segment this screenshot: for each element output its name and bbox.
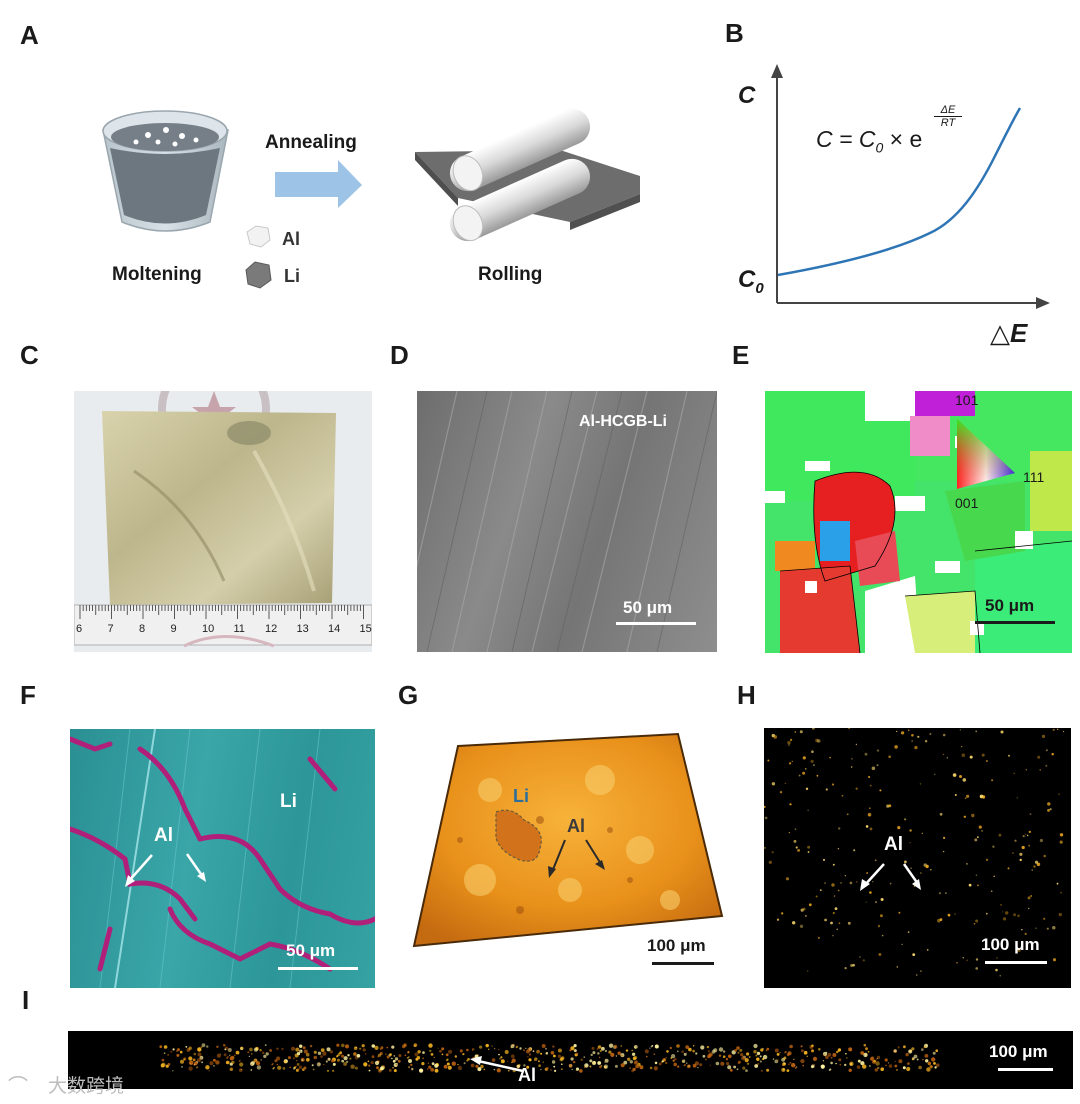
li-cube-icon <box>245 261 272 289</box>
watermark-text: 大数跨境 <box>48 1075 125 1097</box>
panel-label-g: G <box>398 680 419 710</box>
panel-label-b: B <box>725 18 744 48</box>
arrows <box>125 853 206 887</box>
al-cube-icon <box>246 225 271 248</box>
ruler-tick-label: 14 <box>328 623 341 635</box>
al-label: Al <box>154 825 173 846</box>
exponential-curve <box>777 107 1022 277</box>
scale-bar <box>975 621 1055 624</box>
ruler-labels: 6 7 8 9 10 11 12 13 14 15 <box>74 623 372 643</box>
panel-label-a: A <box>20 20 39 50</box>
ruler-tick-label: 12 <box>265 623 278 635</box>
ipf-001: 001 <box>955 495 979 511</box>
scale-bar <box>652 962 714 965</box>
panel-a: Annealing Moltening Rolling Al Li <box>0 0 720 330</box>
li-label: Li <box>513 786 529 806</box>
sem-texture <box>417 391 717 652</box>
concentration-curve <box>771 64 1050 309</box>
al-label: Al <box>884 834 903 855</box>
ruler-tick-label: 9 <box>170 623 177 635</box>
panel-h-map: Al 100 μm <box>764 728 1071 988</box>
foil-photo <box>74 391 372 648</box>
scale-bar <box>278 967 358 970</box>
panel-label-c: C <box>20 340 39 370</box>
ruler-tick-label: 8 <box>139 623 146 635</box>
panel-g-3d: Li Al 100 μm <box>400 720 730 970</box>
sample-title: Al-HCGB-Li <box>579 413 667 430</box>
watermark-logo-icon: ⌒ <box>8 1076 28 1098</box>
3d-map <box>412 732 724 948</box>
panel-b-plot: C C0 △E C = C0 × e ΔE RT <box>730 60 1070 350</box>
panel-f-eds: Li Al 50 μm <box>70 729 375 988</box>
x-axis-label: △E <box>990 318 1028 348</box>
al-label: Al <box>567 816 585 836</box>
scale-bar-label: 50 μm <box>286 941 336 960</box>
scale-bar-label: 100 μm <box>981 935 1040 954</box>
schematic-illustration <box>102 108 640 289</box>
panel-e-ebsd: 101 111 001 50 μm <box>765 391 1072 653</box>
al-label: Al <box>518 1065 536 1085</box>
scale-bar <box>616 622 696 625</box>
equation: C = C0 × e <box>816 126 923 156</box>
ipf-111: 111 <box>1023 469 1045 485</box>
panel-label-f: F <box>20 680 36 710</box>
panel-d-sem: Al-HCGB-Li 50 μm <box>417 391 717 652</box>
ruler-tick-label: 13 <box>296 623 309 635</box>
ipf-triangle-icon <box>957 419 1015 489</box>
y-axis-label: C <box>738 82 756 109</box>
panel-i-cross-section: Al 100 μm <box>68 1031 1073 1089</box>
crucible-icon <box>102 110 229 232</box>
rolling-label: Rolling <box>478 264 543 285</box>
equation-exponent: ΔE RT <box>934 104 962 129</box>
scale-bar <box>985 961 1047 964</box>
scale-bar-label: 100 μm <box>989 1042 1048 1061</box>
panel-c-photo: 6 7 8 9 10 11 12 13 14 15 <box>74 391 372 652</box>
y0-label: C0 <box>738 266 764 297</box>
scale-bar-label: 50 μm <box>623 598 673 617</box>
annealing-label: Annealing <box>265 132 357 153</box>
ruler-ticks <box>79 605 364 619</box>
ruler-tick-label: 7 <box>107 623 114 635</box>
ebsd-map <box>765 391 1072 653</box>
rolling-mill-icon <box>415 108 640 242</box>
panel-label-h: H <box>737 680 756 710</box>
scale-bar-label: 50 μm <box>985 596 1035 615</box>
scale-bar-label: 100 μm <box>647 936 706 955</box>
li-label: Li <box>280 791 297 812</box>
ruler-tick-label: 15 <box>359 623 372 635</box>
watermark: ⌒ 大数跨境 <box>8 1068 148 1098</box>
scale-bar <box>998 1068 1053 1071</box>
al-distribution <box>764 728 1065 977</box>
cross-section-map <box>159 1043 940 1073</box>
legend-li-label: Li <box>284 266 300 286</box>
ipf-101: 101 <box>955 392 979 408</box>
panel-label-d: D <box>390 340 409 370</box>
ruler-tick-label: 6 <box>76 623 83 635</box>
ruler-tick-label: 11 <box>233 623 245 635</box>
panel-label-e: E <box>732 340 750 370</box>
panel-label-i: I <box>22 985 30 1015</box>
legend-al-label: Al <box>282 229 300 249</box>
annealing-arrow-icon <box>275 160 362 208</box>
moltening-label: Moltening <box>112 264 202 285</box>
ruler-tick-label: 10 <box>202 623 215 635</box>
